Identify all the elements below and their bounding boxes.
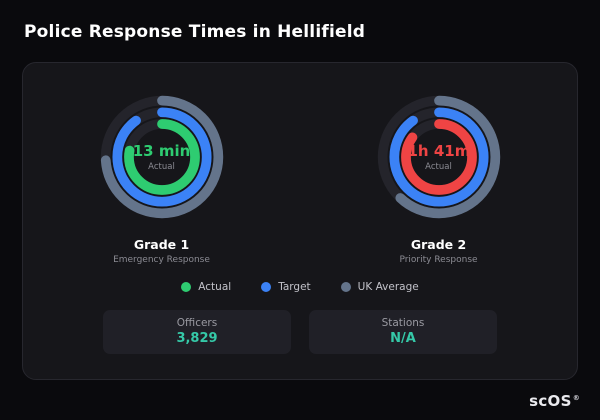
grade1-subtitle: Emergency Response — [113, 255, 210, 265]
legend: Actual Target UK Average — [23, 281, 577, 293]
grade2-donut-rings-icon — [377, 95, 500, 219]
grade1-donut: 13 min Actual — [94, 89, 230, 225]
legend-label-target: Target — [278, 281, 311, 293]
stations-stat: Stations N/A — [309, 310, 497, 354]
scos-watermark: scOS® — [529, 392, 580, 410]
legend-label-actual: Actual — [198, 281, 232, 293]
uk-average-dot-icon — [340, 282, 351, 292]
grade1-chart: 13 min Actual Grade 1 Emergency Response — [23, 89, 300, 265]
grade2-chart: 1h 41m Actual Grade 2 Priority Response — [300, 89, 577, 265]
actual-dot-icon — [181, 282, 192, 292]
grade1-title: Grade 1 — [133, 237, 190, 252]
grade1-donut-rings-icon — [100, 95, 223, 219]
grade2-title: Grade 2 — [410, 237, 467, 252]
dashboard-card: 13 min Actual Grade 1 Emergency Response… — [22, 62, 578, 380]
charts-row: 13 min Actual Grade 1 Emergency Response… — [23, 89, 577, 265]
stations-label: Stations — [381, 317, 425, 329]
legend-item-target: Target — [261, 281, 311, 293]
officers-value: 3,829 — [176, 331, 218, 346]
officers-label: Officers — [176, 317, 218, 329]
officers-stat: Officers 3,829 — [103, 310, 291, 354]
legend-label-uk-average: UK Average — [357, 281, 419, 293]
page-title: Police Response Times in Hellifield — [24, 22, 366, 42]
grade2-subtitle: Priority Response — [399, 255, 478, 265]
legend-item-uk-average: UK Average — [340, 281, 419, 293]
target-dot-icon — [261, 282, 272, 292]
stats-row: Officers 3,829 Stations N/A — [23, 310, 577, 354]
grade2-donut: 1h 41m Actual — [371, 89, 507, 225]
stations-value: N/A — [390, 331, 416, 346]
scos-watermark-text: scOS — [529, 392, 572, 410]
legend-item-actual: Actual — [181, 281, 231, 293]
registered-trademark-icon: ® — [572, 394, 580, 402]
